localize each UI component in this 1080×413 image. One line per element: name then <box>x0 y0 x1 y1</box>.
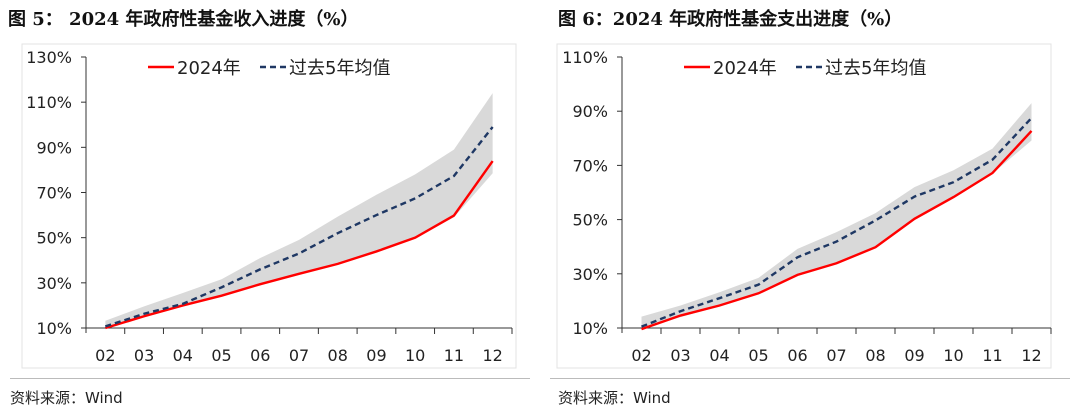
x-tick-label: 07 <box>826 346 846 365</box>
y-tick-label: 70% <box>572 156 608 175</box>
x-tick-label: 04 <box>709 346 729 365</box>
x-tick-label: 02 <box>631 346 651 365</box>
y-tick-label: 30% <box>36 274 72 293</box>
divider-right <box>550 378 1070 379</box>
y-tick-label: 70% <box>36 184 72 203</box>
y-tick-label: 10% <box>572 319 608 338</box>
range-band <box>105 93 493 328</box>
y-tick-label: 90% <box>572 102 608 121</box>
legend-label: 2024年 <box>713 58 777 79</box>
y-tick-label: 90% <box>36 138 72 157</box>
legend-label: 过去5年均值 <box>289 58 390 79</box>
divider-left <box>10 378 530 379</box>
y-tick-label: 10% <box>36 319 72 338</box>
source-note-left: 资料来源：Wind <box>10 389 123 407</box>
chart-title-right: 图 6：2024 年政府性基金支出进度（%） <box>558 9 903 30</box>
x-tick-label: 07 <box>289 346 309 365</box>
x-tick-label: 03 <box>670 346 690 365</box>
y-tick-label: 110% <box>26 93 72 112</box>
y-tick-label: 130% <box>26 48 72 67</box>
x-tick-label: 09 <box>366 346 386 365</box>
x-tick-label: 02 <box>95 346 115 365</box>
x-tick-label: 12 <box>1021 346 1041 365</box>
chart-frame <box>556 43 1052 369</box>
x-tick-label: 03 <box>134 346 154 365</box>
source-note-right: 资料来源：Wind <box>558 389 671 407</box>
x-tick-label: 05 <box>748 346 768 365</box>
x-tick-label: 05 <box>211 346 231 365</box>
x-tick-label: 11 <box>444 346 464 365</box>
y-tick-label: 50% <box>572 211 608 230</box>
x-tick-label: 08 <box>865 346 885 365</box>
x-tick-label: 04 <box>173 346 193 365</box>
x-tick-label: 06 <box>250 346 270 365</box>
x-tick-label: 06 <box>787 346 807 365</box>
legend-label: 2024年 <box>177 58 241 79</box>
range-band <box>641 103 1032 330</box>
x-tick-label: 09 <box>904 346 924 365</box>
x-tick-label: 10 <box>943 346 963 365</box>
y-tick-label: 110% <box>562 48 608 67</box>
x-tick-label: 11 <box>982 346 1002 365</box>
legend-label: 过去5年均值 <box>825 58 926 79</box>
x-tick-label: 08 <box>328 346 348 365</box>
x-tick-label: 12 <box>482 346 502 365</box>
chart-title-left: 图 5： 2024 年政府性基金收入进度（%） <box>8 9 359 30</box>
series-line <box>104 126 494 328</box>
y-tick-label: 50% <box>36 229 72 248</box>
x-tick-label: 10 <box>405 346 425 365</box>
y-tick-label: 30% <box>572 265 608 284</box>
